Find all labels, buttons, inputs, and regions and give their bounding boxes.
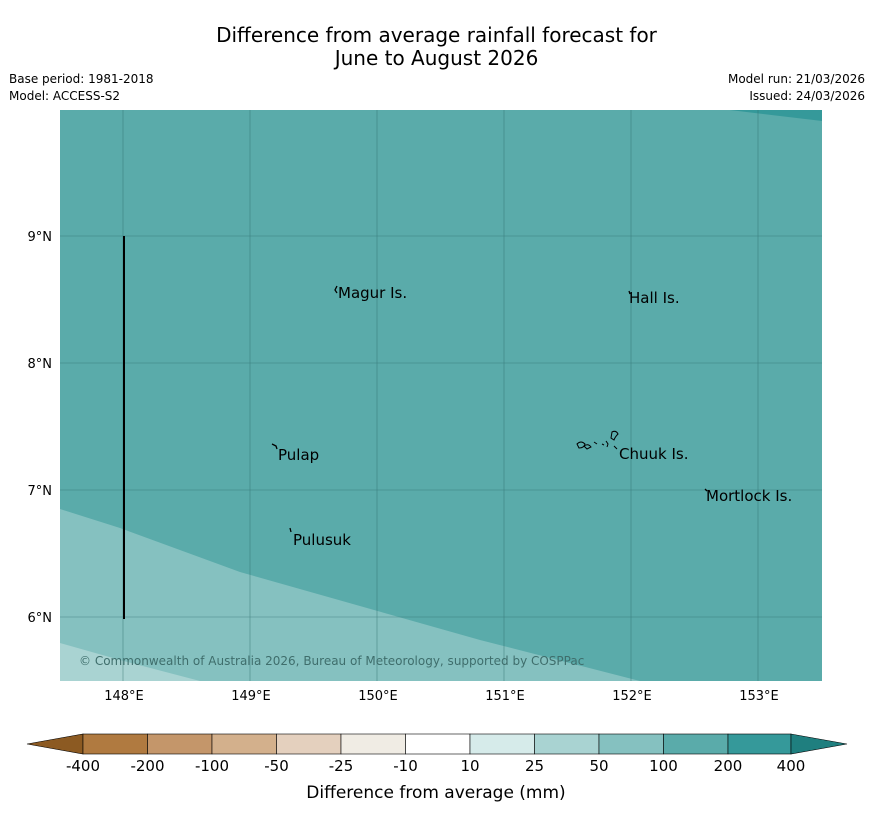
legend-swatch	[82, 733, 148, 755]
legend-swatch	[405, 733, 471, 755]
copyright-note: © Commonwealth of Australia 2026, Bureau…	[79, 654, 584, 668]
latitude-labels: 9°N 8°N 7°N 6°N	[28, 230, 53, 626]
title-line-2: June to August 2026	[334, 46, 539, 70]
hall-island-shape	[628, 290, 631, 295]
legend-arrow-low	[26, 733, 84, 755]
pulap-island-shape	[271, 443, 278, 450]
longitude-labels: 148°E 149°E 150°E 151°E 152°E 153°E	[104, 689, 779, 704]
place-label-chuuk: Chuuk Is.	[619, 445, 688, 463]
legend-tick-label: 100	[649, 757, 678, 775]
legend-swatch	[469, 733, 535, 755]
island-outlines	[271, 285, 708, 533]
legend-tick-labels: -400 -200 -100 -50 -25 -10 10 25 50 100 …	[66, 757, 805, 775]
place-label-pulap: Pulap	[278, 446, 319, 464]
legend-tick-label: -25	[329, 757, 354, 775]
legend-tick-label: -400	[66, 757, 100, 775]
legend-tick-label: 10	[460, 757, 479, 775]
mortlock-island-shape	[704, 488, 708, 492]
legend-tick-label: 400	[777, 757, 806, 775]
legend-tick-label: 25	[525, 757, 544, 775]
legend-title: Difference from average (mm)	[306, 783, 565, 803]
model-label: Model: ACCESS-S2	[9, 89, 121, 103]
lat-label-8n: 8°N	[28, 357, 53, 372]
place-label-mortlock: Mortlock Is.	[706, 487, 792, 505]
place-label-pulusuk: Pulusuk	[293, 531, 351, 549]
model-run-label: Model run: 21/03/2026	[727, 72, 865, 86]
lon-label-153e: 153°E	[739, 689, 779, 704]
lat-label-9n: 9°N	[28, 230, 53, 245]
map-field-200-400	[730, 110, 822, 121]
lon-label-152e: 152°E	[612, 689, 652, 704]
lat-label-7n: 7°N	[28, 484, 53, 499]
legend-swatch	[534, 733, 600, 755]
magur-island-shape	[334, 285, 338, 294]
legend-swatch	[147, 733, 213, 755]
chuuk-lagoon-shape	[576, 430, 619, 450]
lon-label-149e: 149°E	[231, 689, 271, 704]
legend-tick-label: -10	[393, 757, 418, 775]
legend-arrow-high	[790, 733, 848, 755]
legend-tick-label: -50	[264, 757, 289, 775]
lon-label-151e: 151°E	[485, 689, 525, 704]
place-label-hall: Hall Is.	[629, 289, 680, 307]
map-field-25-50	[60, 509, 640, 681]
legend-colorbar	[26, 733, 848, 755]
legend-tick-label: -200	[130, 757, 164, 775]
legend-swatch	[211, 733, 277, 755]
lon-label-150e: 150°E	[358, 689, 398, 704]
pulusuk-island-shape	[289, 527, 292, 533]
place-label-magur: Magur Is.	[338, 284, 407, 302]
legend-tick-label: -100	[195, 757, 229, 775]
lat-label-6n: 6°N	[28, 611, 53, 626]
title-line-1: Difference from average rainfall forecas…	[216, 23, 657, 47]
legend-swatch	[727, 733, 792, 755]
legend-swatch	[340, 733, 406, 755]
lon-label-148e: 148°E	[104, 689, 144, 704]
legend-swatch	[276, 733, 342, 755]
legend-tick-label: 50	[589, 757, 608, 775]
map-panel: Magur Is. Hall Is. Pulap Chuuk Is. Mortl…	[60, 110, 822, 681]
legend-swatch	[663, 733, 729, 755]
map-field-10-25	[60, 643, 200, 681]
issued-label: Issued: 24/03/2026	[749, 89, 865, 103]
legend-swatch	[598, 733, 664, 755]
base-period-label: Base period: 1981-2018	[9, 72, 154, 86]
legend-tick-label: 200	[714, 757, 743, 775]
